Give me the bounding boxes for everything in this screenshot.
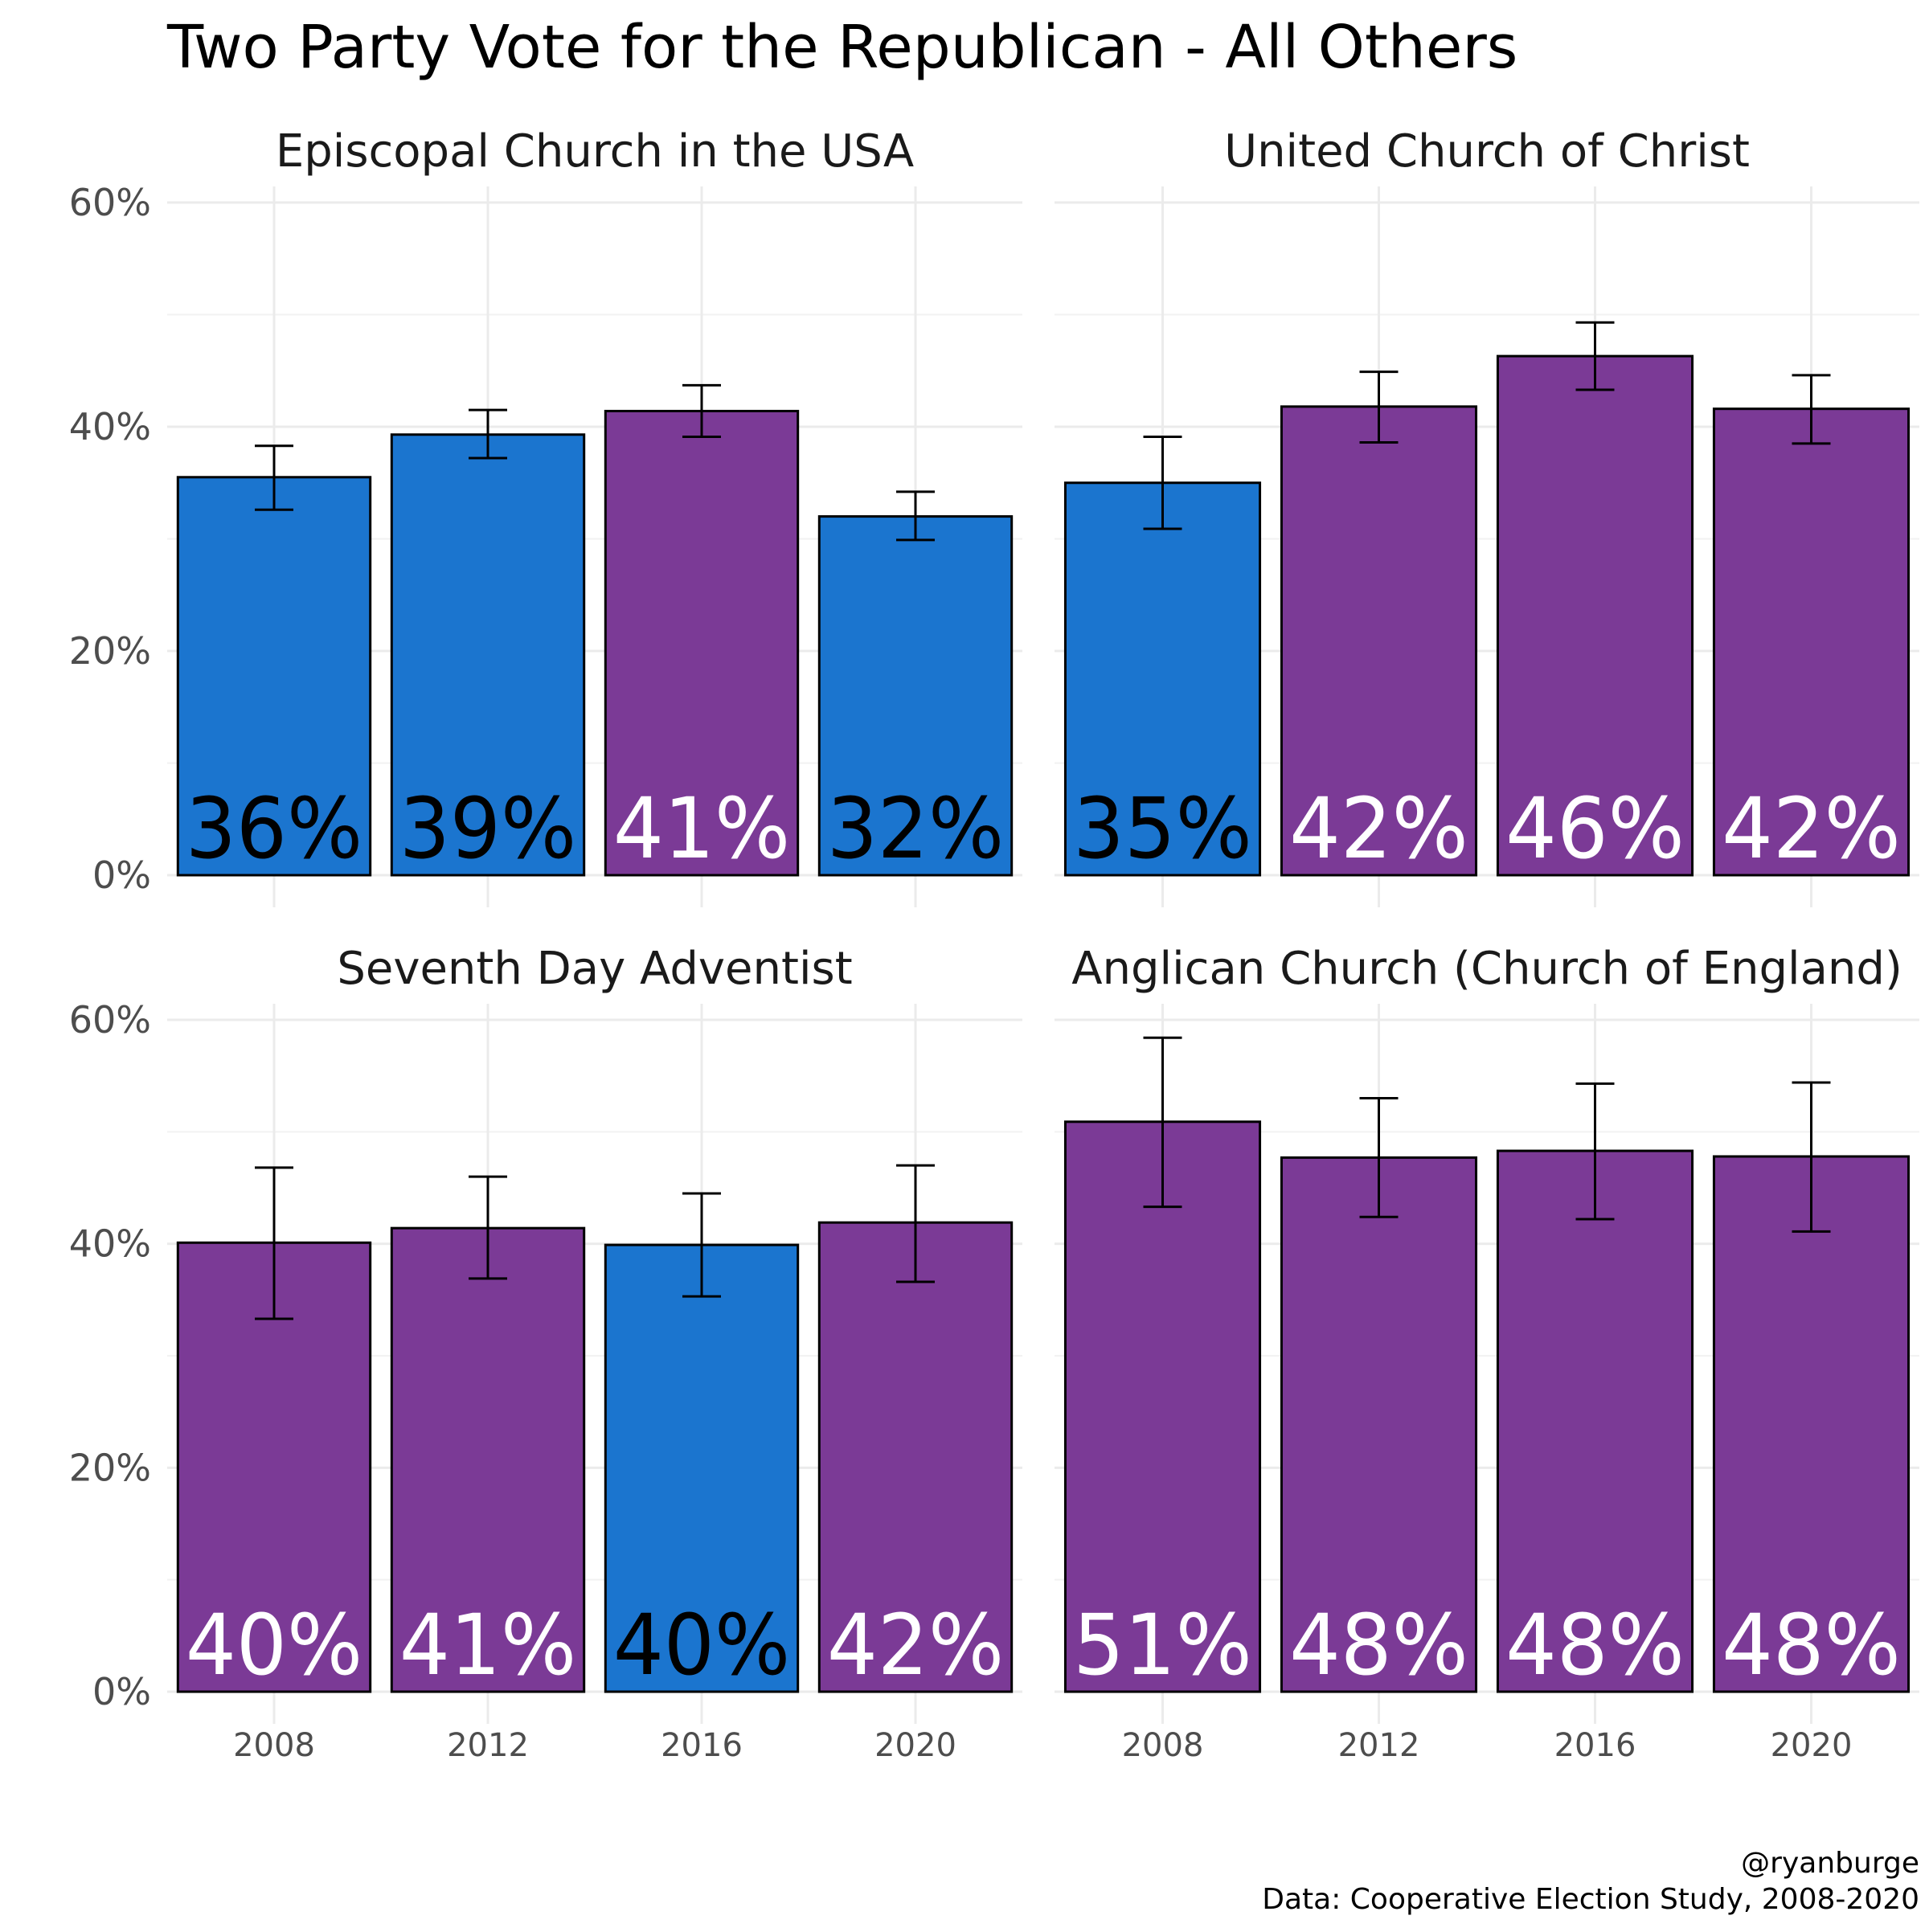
y-tick-label: 0% — [92, 1670, 151, 1713]
bar-value-label: 40% — [186, 1596, 362, 1694]
bar-2012 — [1280, 1156, 1478, 1693]
bar-value-label: 41% — [399, 1596, 576, 1694]
y-tick-label: 60% — [69, 998, 151, 1042]
bar-value-label: 35% — [1073, 780, 1252, 878]
x-tick-label: 2008 — [233, 1727, 315, 1764]
bar-value-label: 46% — [1505, 780, 1685, 878]
bar-2016 — [604, 1243, 800, 1693]
facet-panels: Episcopal Church in the USA 0% 20% 40% 60% 36… — [69, 125, 1919, 1764]
x-tick-label: 2016 — [661, 1727, 743, 1764]
y-tick-label: 20% — [69, 629, 151, 673]
bar-2016 — [1496, 1149, 1694, 1693]
bar-value-label: 51% — [1073, 1596, 1252, 1694]
bar-2020 — [817, 515, 1014, 877]
caption-source: Data: Cooperative Election Study, 2008-2… — [1262, 1883, 1919, 1916]
facet-title: Seventh Day Adventist — [337, 943, 852, 995]
bar-2020 — [1712, 407, 1911, 877]
x-tick-label: 2020 — [1771, 1727, 1853, 1764]
facet-panel-1: Episcopal Church in the USA 0% 20% 40% 60% 36… — [69, 125, 1022, 907]
bar-2012 — [390, 1226, 586, 1693]
bar-value-label: 41% — [613, 780, 790, 878]
y-tick-label: 40% — [69, 405, 151, 448]
facet-panel-2: United Church of Christ 35% 42% 46% 42% — [1055, 125, 1919, 907]
facet-title: Episcopal Church in the USA — [276, 125, 914, 178]
facet-title: Anglican Church (Church of England) — [1071, 943, 1902, 995]
x-tick-label: 2012 — [447, 1727, 529, 1764]
x-tick-label: 2020 — [874, 1727, 956, 1764]
bar-value-label: 36% — [186, 780, 362, 878]
bar-2008 — [176, 476, 372, 877]
bar-value-label: 32% — [827, 780, 1004, 878]
y-tick-label: 40% — [69, 1222, 151, 1266]
bar-value-label: 48% — [1722, 1596, 1901, 1694]
facet-title: United Church of Christ — [1224, 125, 1750, 178]
bar-2008 — [1063, 481, 1262, 877]
y-tick-label: 0% — [92, 853, 151, 897]
facet-panel-3: Seventh Day Adventist 0% 20% 40% 60% 40% 41% 40… — [69, 943, 1022, 1764]
x-tick-label: 2016 — [1554, 1727, 1636, 1764]
bar-2016 — [604, 409, 800, 877]
bar-value-label: 42% — [1289, 780, 1468, 878]
bar-2012 — [1280, 405, 1478, 877]
bar-value-label: 48% — [1289, 1596, 1468, 1694]
x-tick-label: 2008 — [1122, 1727, 1204, 1764]
bar-2020 — [1712, 1155, 1911, 1693]
y-tick-label: 60% — [69, 181, 151, 224]
bar-value-label: 40% — [613, 1596, 790, 1694]
bar-value-label: 42% — [827, 1596, 1004, 1694]
bar-2020 — [817, 1221, 1014, 1693]
bar-2016 — [1496, 354, 1694, 877]
x-tick-label: 2012 — [1338, 1727, 1420, 1764]
facet-panel-4: Anglican Church (Church of England) 51% 48… — [1055, 943, 1919, 1764]
caption-handle: @ryanburge — [1741, 1847, 1919, 1880]
bar-value-label: 48% — [1505, 1596, 1685, 1694]
bar-value-label: 42% — [1722, 780, 1901, 878]
y-tick-label: 20% — [69, 1446, 151, 1489]
bar-2012 — [390, 433, 586, 877]
chart-title: Two Party Vote for the Republican - All … — [166, 13, 1517, 82]
bar-2008 — [1063, 1120, 1262, 1693]
bar-value-label: 39% — [399, 780, 576, 878]
